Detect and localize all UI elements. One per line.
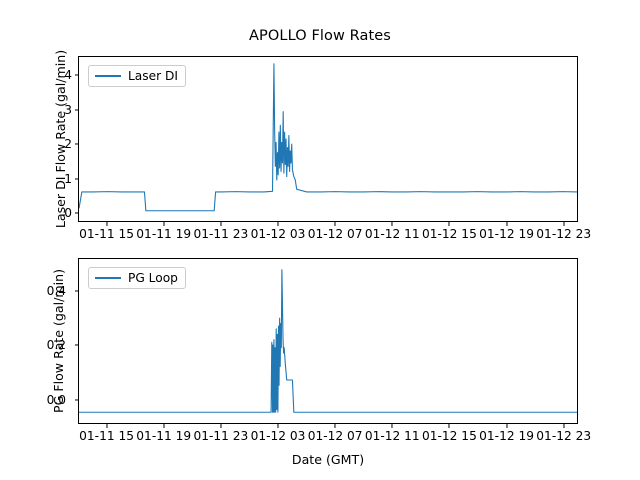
x-tick-mark [163,424,164,428]
x-tick-mark [106,424,107,428]
x-tick-label: 01-11 15 [79,227,134,241]
x-tick-mark [220,424,221,428]
y-tick-mark [75,144,79,145]
y-tick-marks-pg-loop [75,258,79,424]
x-tick-mark [335,222,336,226]
x-tick-mark [335,424,336,428]
legend-line-swatch-laser-di [95,75,121,77]
x-tick-label: 01-12 15 [422,227,477,241]
legend-laser-di[interactable]: Laser DI [88,65,186,87]
axes-pg-loop: PG Loop [78,258,578,424]
legend-label-pg-loop: PG Loop [128,271,178,285]
x-tick-mark [392,222,393,226]
x-tick-label: 01-12 07 [308,429,363,443]
x-tick-label: 01-12 19 [479,227,534,241]
legend-line-swatch-pg-loop [95,277,121,279]
x-tick-label: 01-11 23 [193,429,248,443]
x-tick-label: 01-12 23 [536,429,591,443]
y-tick-mark [75,74,79,75]
figure-canvas: APOLLO Flow Rates Laser DI 01234 01-11 1… [0,0,640,480]
y-tick-mark [75,345,79,346]
x-tick-mark [106,222,107,226]
x-tick-marks-laser-di [78,222,578,226]
x-tick-label: 01-11 15 [79,429,134,443]
y-tick-mark [75,290,79,291]
y-axis-label-pg-loop: PG Flow Rate (gal/min) [51,216,67,466]
x-tick-mark [506,222,507,226]
x-tick-mark [449,424,450,428]
x-tick-label: 01-12 23 [536,227,591,241]
x-tick-label: 01-12 11 [365,227,420,241]
x-tick-mark [163,222,164,226]
x-tick-mark [563,222,564,226]
x-tick-label: 01-12 07 [308,227,363,241]
x-tick-mark [392,424,393,428]
x-tick-mark [449,222,450,226]
x-tick-label: 01-11 19 [136,429,191,443]
figure-title: APOLLO Flow Rates [0,28,640,44]
y-tick-mark [75,213,79,214]
y-tick-mark [75,178,79,179]
x-tick-mark [277,222,278,226]
x-tick-label: 01-11 19 [136,227,191,241]
x-tick-labels-laser-di: 01-11 1501-11 1901-11 2301-12 0301-12 07… [78,227,578,247]
x-tick-mark [220,222,221,226]
x-tick-label: 01-12 03 [251,429,306,443]
x-tick-label: 01-11 23 [193,227,248,241]
axes-laser-di: Laser DI [78,56,578,222]
legend-label-laser-di: Laser DI [128,69,178,83]
pg-loop-series-line [79,270,577,412]
x-tick-mark [563,424,564,428]
x-tick-label: 01-12 03 [251,227,306,241]
legend-pg-loop[interactable]: PG Loop [88,267,186,289]
x-tick-label: 01-12 15 [422,429,477,443]
y-tick-mark [75,109,79,110]
x-tick-labels-pg-loop: 01-11 1501-11 1901-11 2301-12 0301-12 07… [78,429,578,449]
x-tick-label: 01-12 19 [479,429,534,443]
x-tick-mark [277,424,278,428]
x-tick-mark [506,424,507,428]
y-tick-mark [75,399,79,400]
x-axis-label: Date (GMT) [78,452,578,467]
x-tick-marks-pg-loop [78,424,578,428]
x-tick-label: 01-12 11 [365,429,420,443]
y-tick-marks-laser-di [75,56,79,222]
